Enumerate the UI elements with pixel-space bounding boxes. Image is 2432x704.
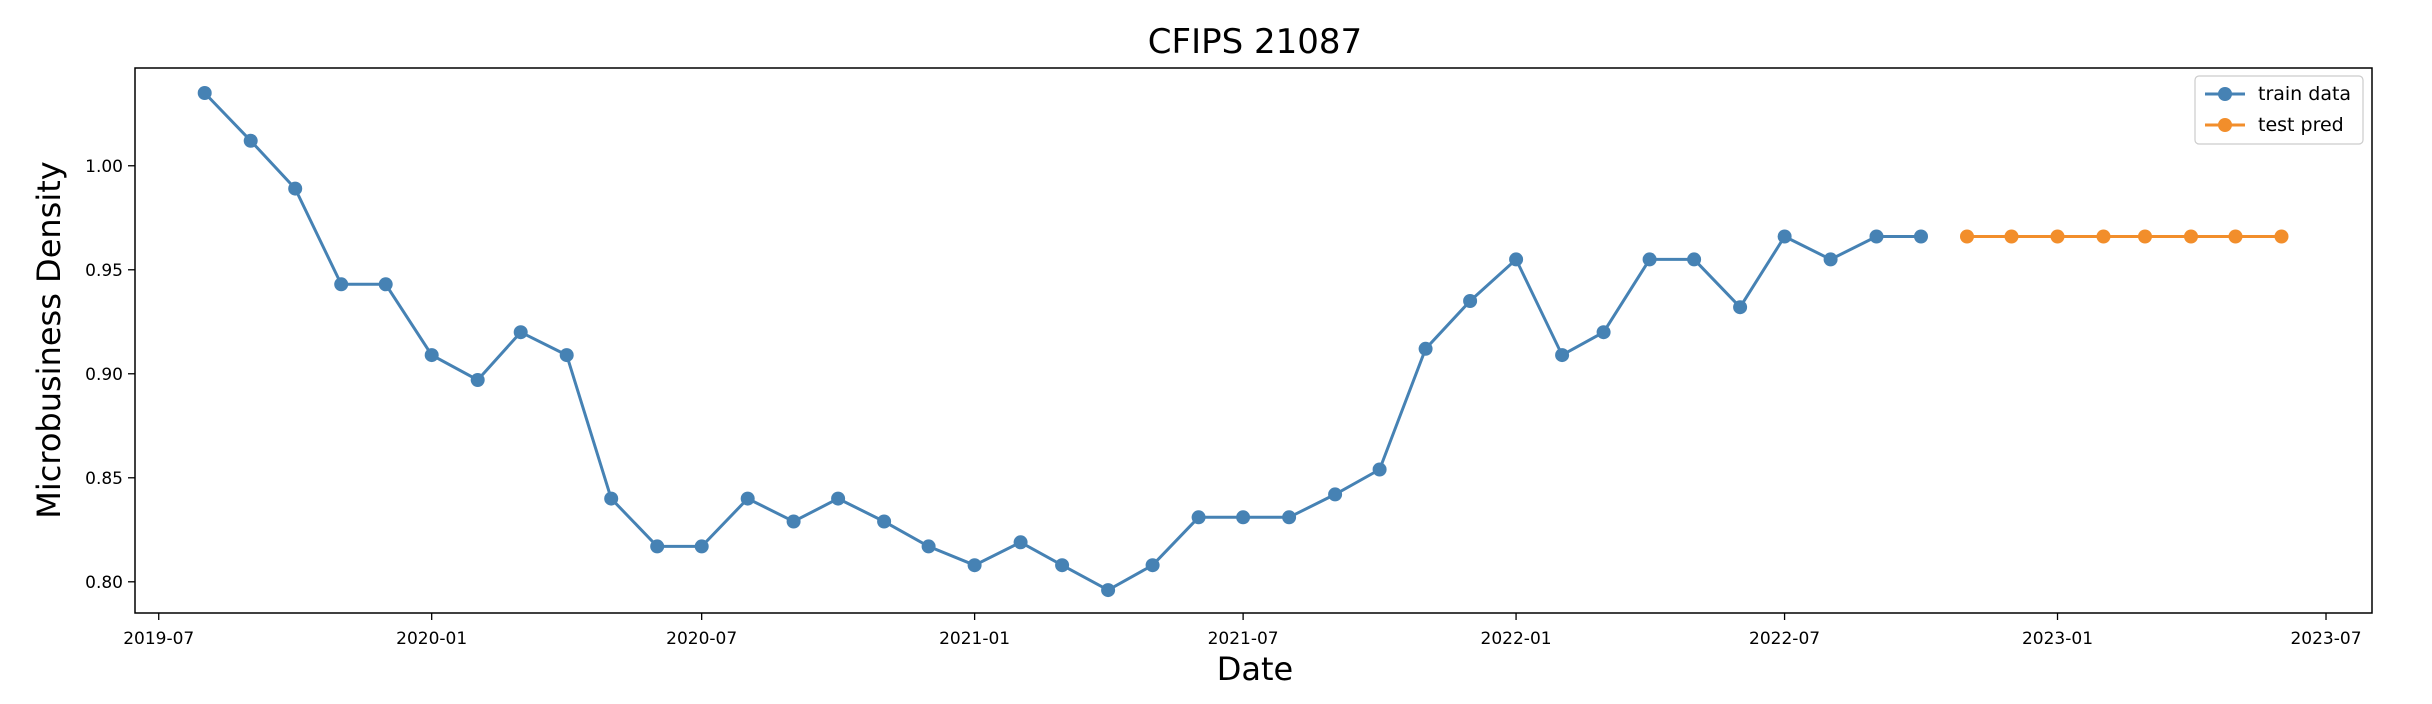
data-point [1555, 348, 1570, 363]
x-tick-label: 2020-07 [666, 629, 737, 649]
data-point [877, 514, 892, 529]
data-point [1463, 294, 1478, 308]
legend-label: train data [2258, 83, 2351, 105]
data-point [2184, 229, 2198, 244]
data-point [1687, 252, 1702, 267]
data-point [2050, 229, 2065, 244]
data-point [424, 348, 439, 363]
data-point [604, 491, 619, 506]
x-tick-label: 2022-07 [1749, 629, 1820, 649]
data-point [1733, 300, 1748, 315]
data-point [2138, 229, 2152, 244]
data-point [650, 539, 665, 554]
data-point [559, 348, 574, 363]
data-point [1055, 558, 1070, 573]
data-point [1642, 252, 1657, 267]
data-point [831, 491, 846, 506]
plot-area [134, 67, 2373, 614]
x-tick-label: 2023-07 [2290, 629, 2361, 649]
x-tick-label: 2020-01 [396, 629, 467, 649]
series-test-pred [1960, 229, 2289, 244]
y-axis-title: Microbusiness Density [30, 161, 68, 518]
data-point [1914, 229, 1928, 244]
data-point [740, 491, 755, 506]
data-point [288, 181, 303, 196]
data-point [1960, 229, 1974, 244]
data-point [334, 277, 349, 292]
data-point [243, 133, 258, 148]
data-point [1282, 510, 1297, 525]
legend: train data test pred [2194, 75, 2364, 145]
y-tick-label: 0.85 [85, 469, 123, 489]
x-tick-label: 2023-01 [2022, 629, 2093, 649]
data-point [1013, 535, 1028, 550]
x-tick-label: 2021-07 [1208, 629, 1279, 649]
data-point [1101, 583, 1116, 598]
x-tick-label: 2021-01 [939, 629, 1010, 649]
series-layer [197, 86, 2289, 598]
data-point [921, 539, 936, 554]
x-tick-label: 2022-01 [1481, 629, 1552, 649]
data-point [2228, 229, 2243, 244]
data-point [197, 86, 212, 100]
data-point [2274, 229, 2289, 244]
data-point [694, 539, 709, 554]
y-tick-label: 0.80 [85, 573, 123, 593]
data-point [2004, 229, 2019, 244]
data-point [378, 277, 393, 292]
data-point [1869, 229, 1884, 244]
x-tick-label: 2019-07 [123, 629, 194, 649]
data-point [1509, 252, 1524, 267]
y-tick-label: 0.95 [85, 261, 123, 281]
data-point [1328, 487, 1343, 502]
y-tick-label: 0.90 [85, 365, 123, 385]
data-point [1596, 325, 1611, 340]
legend-marker [2218, 87, 2232, 101]
x-axis: 2019-07 2020-01 2020-07 2021-01 2021-07 2022-… [123, 613, 2362, 649]
data-point [470, 373, 485, 387]
series-train-data [197, 86, 1928, 598]
data-point [1145, 558, 1160, 573]
data-point [1418, 341, 1433, 356]
data-point [2096, 229, 2111, 244]
data-point [1372, 462, 1387, 477]
data-point [1777, 229, 1792, 244]
data-point [513, 325, 528, 340]
data-point [1236, 510, 1251, 525]
x-axis-title: Date [1217, 650, 1293, 688]
y-axis: 0.80 0.85 0.90 0.95 1.00 [85, 157, 135, 593]
chart-title: CFIPS 21087 [1148, 22, 1362, 62]
series-line [203, 91, 1921, 592]
data-point [786, 514, 801, 529]
data-point [1823, 252, 1838, 267]
legend-label: test pred [2258, 114, 2344, 136]
legend-marker [2218, 118, 2232, 132]
data-point [967, 558, 982, 573]
data-point [1191, 510, 1206, 525]
y-tick-label: 1.00 [85, 157, 123, 177]
